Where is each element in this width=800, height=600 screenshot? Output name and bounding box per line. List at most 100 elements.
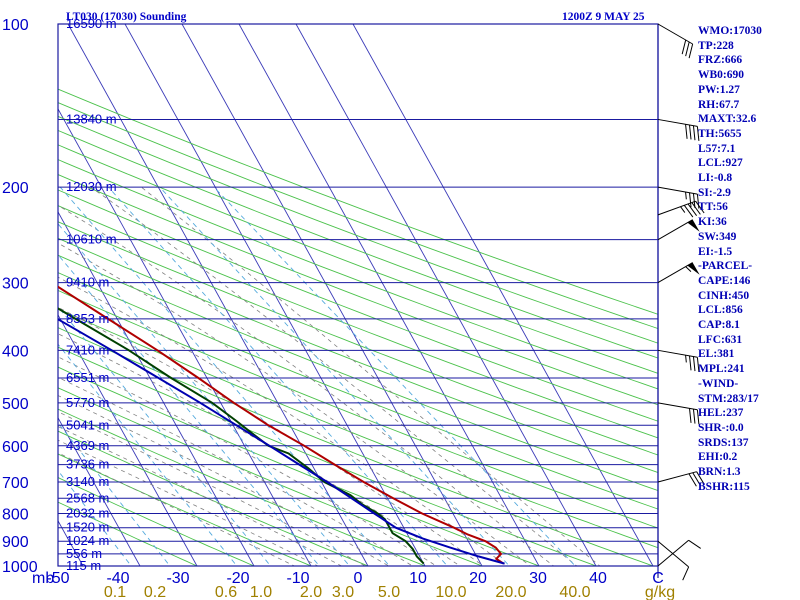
index-line: KI:36 (698, 216, 727, 229)
mixing-ratio-line (58, 343, 238, 566)
dry-adiabat-line (58, 408, 427, 566)
index-line: EI:-1.5 (698, 245, 733, 258)
index-line: MAXT:32.6 (698, 113, 757, 126)
pressure-tick-label: 700 (2, 475, 29, 492)
wind-barb (657, 402, 700, 425)
wind-barb-flag (696, 126, 700, 141)
mixing-ratio-tick-label: 20.0 (495, 584, 526, 600)
index-line: FRZ:666 (698, 54, 743, 67)
wind-barb-flag (683, 205, 694, 218)
height-label: 1024 m (66, 533, 109, 548)
wind-barb-flag (682, 566, 690, 581)
index-line: EHI:0.2 (698, 451, 738, 464)
dry-adiabat-line (58, 477, 256, 566)
height-label: 4369 m (66, 438, 109, 453)
dry-adiabat-line (58, 221, 658, 456)
wind-barb (657, 219, 700, 241)
isotherm-line (352, 24, 654, 566)
dry-adiabat-line (58, 115, 658, 344)
index-line: TP:228 (698, 39, 734, 52)
dry-adiabat-line (58, 88, 658, 315)
wind-barb-flag (696, 357, 700, 372)
moist-adiabat-line (58, 276, 508, 566)
dry-adiabat-line (58, 272, 658, 510)
plot-border (57, 23, 659, 567)
dry-adiabat-line (58, 387, 484, 566)
index-line: HEL:237 (698, 407, 744, 420)
valid-time: 1200Z 9 MAY 25 (562, 11, 645, 23)
mixing-ratio-line (58, 469, 132, 566)
pressure-tick-label: 600 (2, 439, 29, 456)
wind-barb-flag (689, 124, 692, 140)
dry-adiabat-line (58, 254, 658, 492)
index-line: EL:381 (698, 348, 735, 361)
mixing-ratio-line (58, 306, 272, 566)
index-line: STM:283/17 (698, 392, 759, 405)
isotherm-line (67, 24, 369, 566)
moist-adiabat-line (58, 376, 414, 566)
wind-barb-pennant (687, 262, 700, 275)
height-label: 5770 m (66, 395, 109, 410)
sounding-indices-panel: WMO:17030 TP:228 FRZ:666 WB0:690 PW:1.27 RH:6… (698, 24, 798, 495)
height-label: 13840 m (66, 111, 117, 126)
temperature-tick-label: 40 (589, 570, 607, 587)
temperature-tick-label: -20 (226, 570, 249, 587)
moist-adiabat-line (58, 242, 531, 566)
height-label: 115 m (66, 558, 101, 573)
index-line: LFC:631 (698, 333, 743, 346)
temperature-tick-label: 10 (409, 570, 427, 587)
height-label: 12030 m (66, 179, 117, 194)
mixing-ratio-tick-label: 10.0 (435, 584, 466, 600)
mixing-ratio-line (58, 223, 351, 566)
moist-adiabat-line (90, 186, 578, 566)
temperature-tick-label: -10 (286, 570, 309, 587)
wind-barb (657, 540, 690, 581)
dry-adiabat-line (58, 346, 598, 566)
height-label: 2568 m (66, 490, 109, 505)
temperature-unit-label: C (652, 570, 664, 587)
height-label: 2032 m (66, 505, 109, 520)
wind-barb-flag (692, 409, 696, 424)
index-line: -PARCEL- (698, 260, 753, 273)
isotherm-line (58, 313, 198, 566)
dewpoint-profile-line (58, 307, 425, 565)
mixing-ratio-tick-label: 5.0 (378, 584, 400, 600)
index-line: PW:1.27 (698, 83, 740, 96)
dry-adiabat-line (58, 189, 658, 422)
height-label: 3736 m (66, 457, 109, 472)
plot-frame (57, 23, 659, 578)
isotherm-line (238, 24, 540, 566)
pressure-tick-label: 100 (2, 17, 29, 34)
temperature-profile-line (58, 285, 505, 565)
station-title: LT030 (17030) Sounding (66, 11, 187, 23)
pressure-tick-label: 1000 (2, 559, 38, 576)
wind-barb (657, 539, 701, 567)
isotherm-line (295, 24, 597, 566)
wind-barbs (657, 23, 705, 581)
dry-adiabat-line (58, 430, 370, 566)
index-line: MPL:241 (698, 363, 745, 376)
index-line: SRDS:137 (698, 436, 749, 449)
wind-barb-half-flag (685, 266, 692, 273)
wind-barb-flag (681, 39, 687, 55)
wind-barb-staff (657, 23, 693, 45)
dry-adiabat-line (58, 289, 658, 529)
mixing-ratio-line (58, 422, 171, 566)
wind-barb-flag (695, 200, 705, 214)
index-line: SI:-2.9 (698, 186, 731, 199)
wind-barb-flag (689, 408, 692, 423)
index-line: TT:56 (698, 201, 728, 214)
wind-barb-staff (657, 349, 698, 358)
mixing-ratio-tick-label: 0.1 (104, 584, 126, 600)
index-line: LCL:856 (698, 304, 743, 317)
wind-barb-staff (657, 219, 693, 241)
index-line: WMO:17030 (698, 25, 762, 37)
wind-barb-flag (696, 409, 700, 425)
parcel-profile-line (58, 318, 505, 565)
index-line: CAP:8.1 (698, 319, 740, 332)
wind-barb-half-flag (685, 191, 687, 200)
height-label: 16590 m (66, 16, 117, 31)
wind-barb-flag (689, 192, 692, 208)
index-line: LCL:927 (698, 157, 743, 170)
